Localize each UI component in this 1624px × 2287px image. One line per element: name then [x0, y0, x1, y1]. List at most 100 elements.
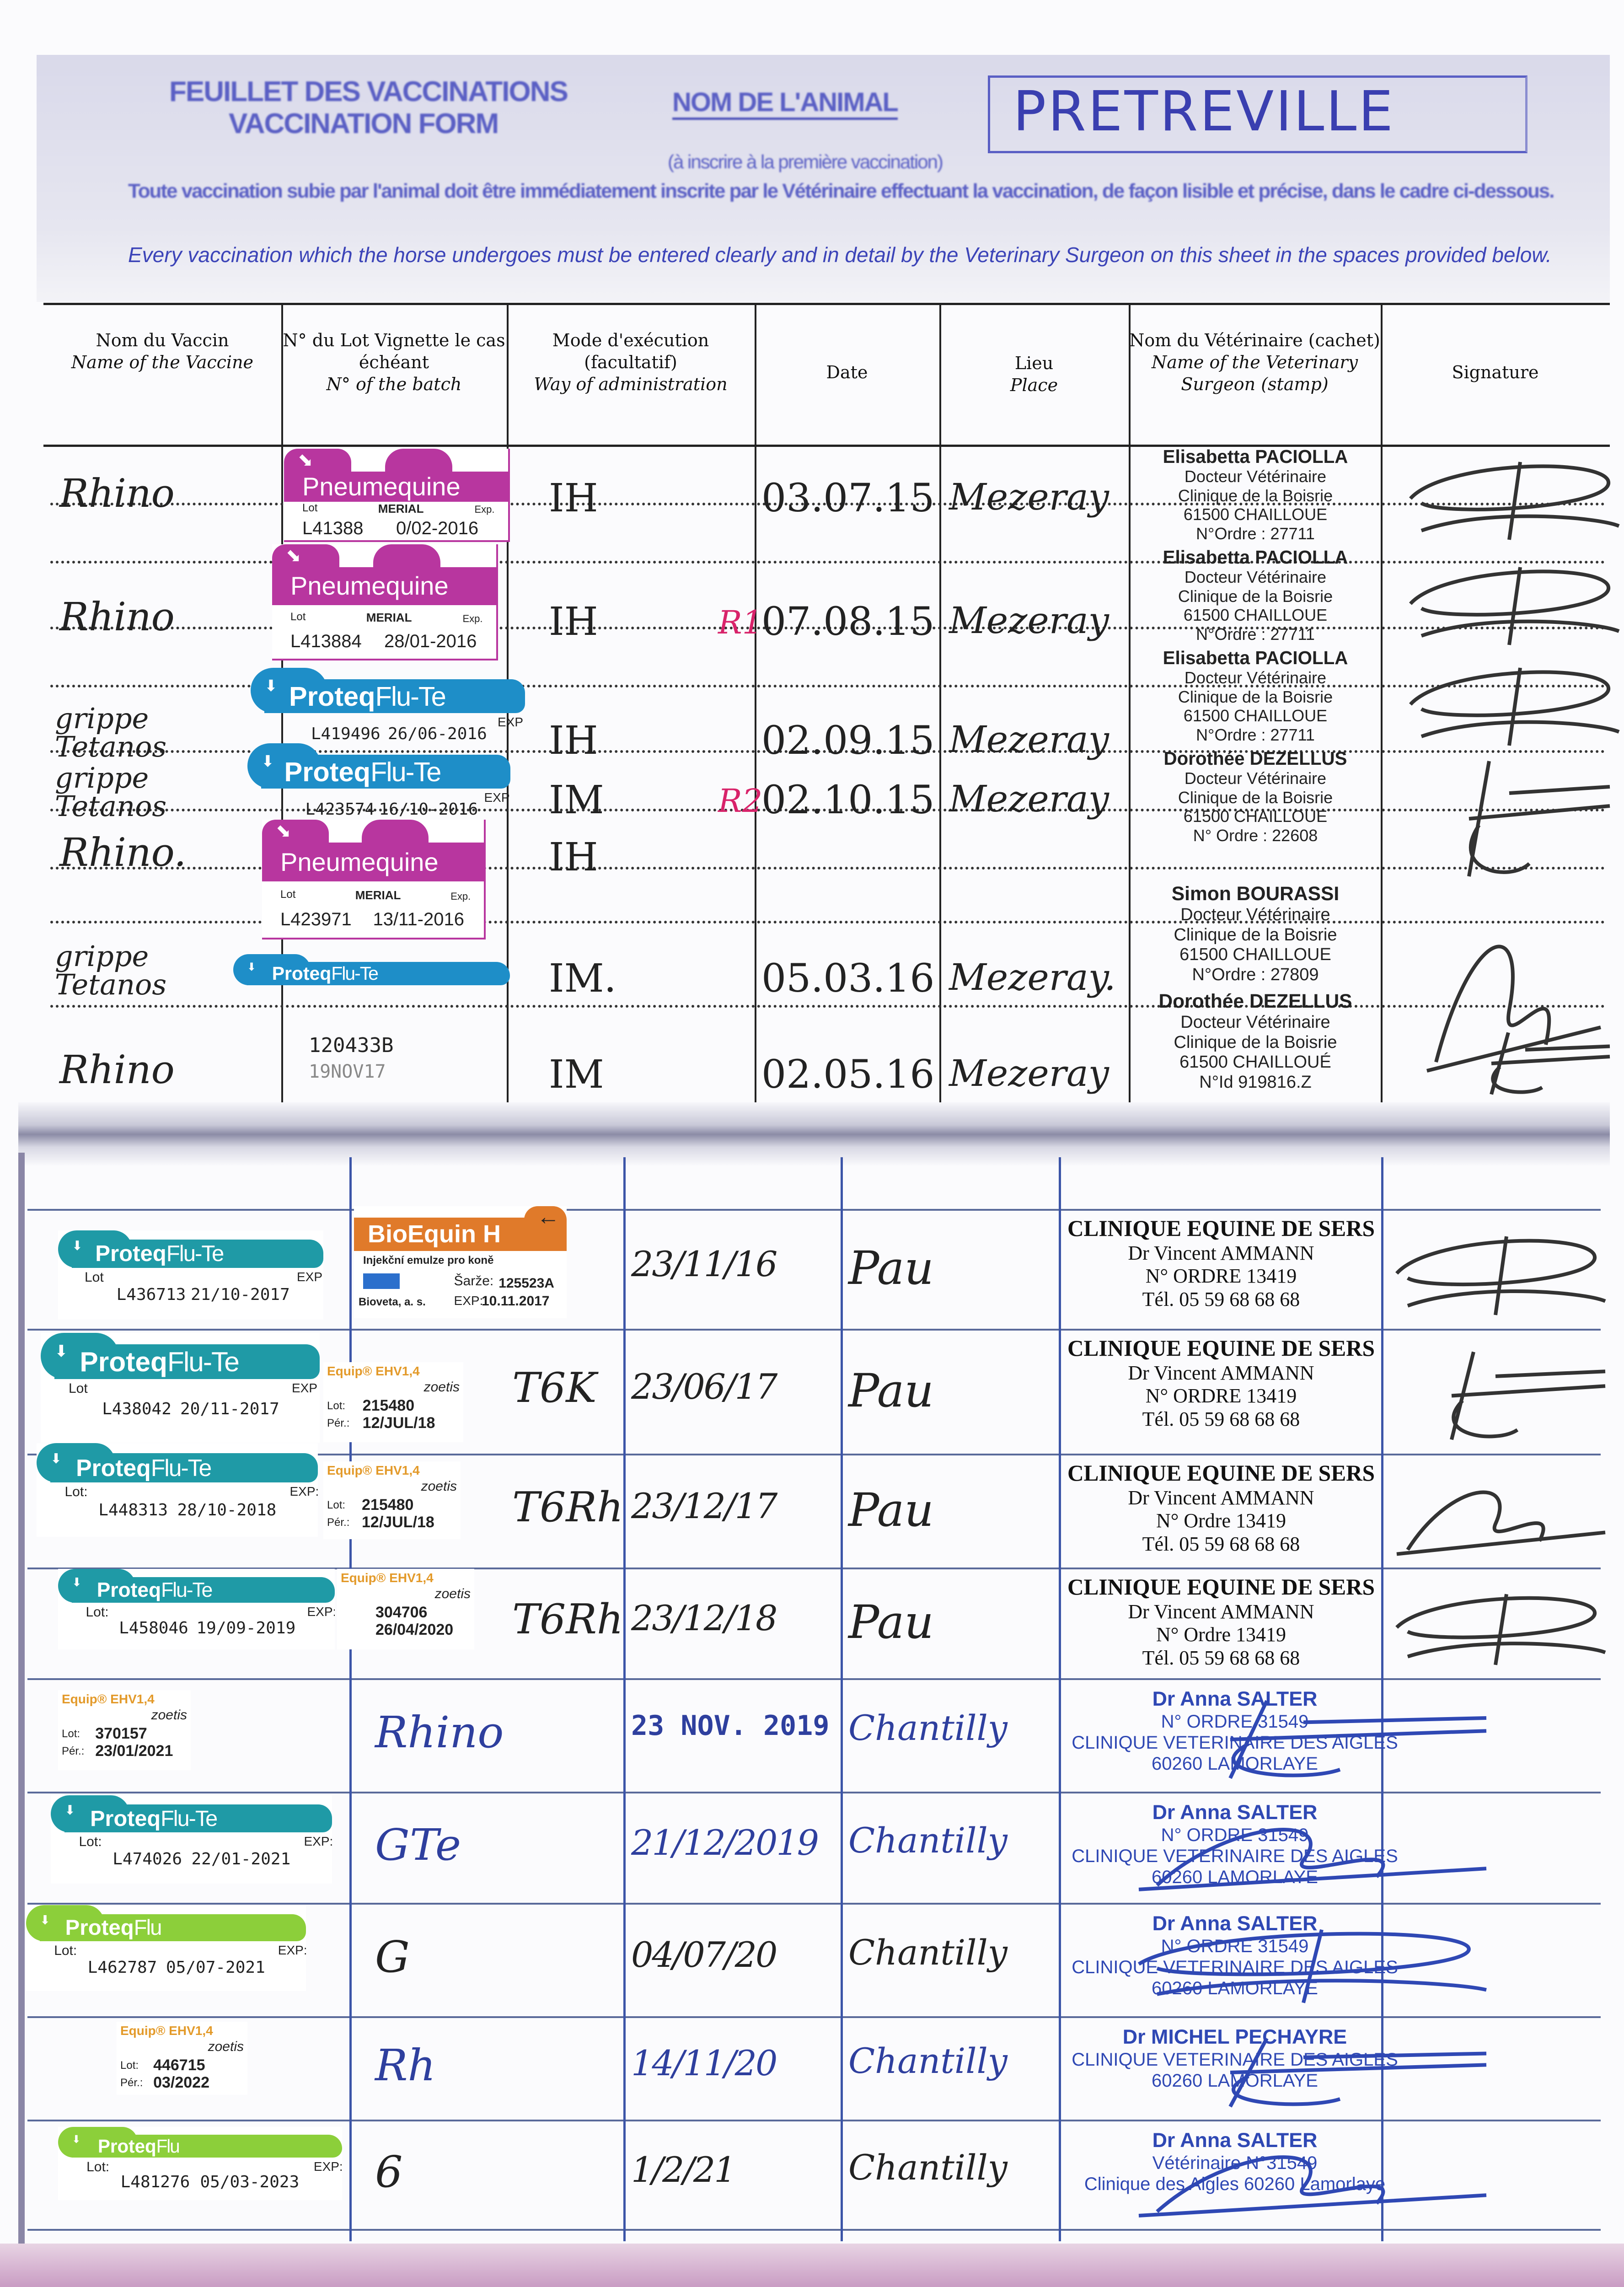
exp-label: Exp. — [474, 504, 495, 515]
stamp-name: CLINIQUE EQUINE DE SERS — [1067, 1460, 1375, 1486]
lot-number: L413884 — [290, 631, 362, 651]
arrow-icon: ⬇ — [261, 752, 275, 770]
column-header-en: N° of the batch — [326, 374, 462, 394]
expiry-date: 10.11.2017 — [482, 1294, 550, 1309]
stamp-line: Tél. 05 59 68 68 68 — [1142, 1407, 1300, 1430]
stamp-line: Docteur Vétérinaire — [1180, 1012, 1330, 1032]
arrow-icon: ⬇ — [54, 1342, 68, 1361]
expiry-date: 05/03-2023 — [200, 2173, 300, 2192]
lot-number: L448313 — [98, 1500, 168, 1519]
column-header-fr: Mode d'exécution (facultatif) — [552, 330, 709, 372]
stamp-line: Docteur Vétérinaire — [1180, 905, 1330, 924]
product-variant: Flu — [134, 1916, 162, 1940]
sticker-band: BioEquin H — [354, 1217, 549, 1251]
sticker-band — [261, 754, 510, 789]
exp-label: Pér.: — [327, 1417, 350, 1429]
lot-label: Lot: — [79, 1834, 102, 1850]
pneumequine-sticker: ⬊ Pneumequine Lot MERIAL Exp. L41388 0/02-2016 — [284, 449, 510, 542]
red-annotation: R2 — [718, 782, 763, 820]
lot-number: 215480 — [362, 1397, 415, 1414]
vaccination-place: Pau — [848, 1483, 934, 1537]
product-variant: Flu-Te — [370, 756, 441, 787]
stamp-line: Docteur Vétérinaire — [1184, 568, 1327, 587]
column-header-fr: Nom du Vétérinaire (cachet) — [1129, 330, 1380, 350]
stamp-line: 61500 CHAILLOUE — [1183, 706, 1328, 725]
column-header-fr: N° du Lot Vignette le cas échéant — [283, 330, 505, 372]
stamp-name: Dr Anna SALTER — [1152, 1687, 1318, 1710]
vaccination-date: 03.07.15 — [761, 476, 935, 521]
administration-mode: 6 — [375, 2147, 403, 2197]
equip-sticker: Equip® EHV1,4 zoetis Lot: 215480 Pér.: 12/JUL… — [323, 1362, 463, 1442]
product-brand: Proteq — [76, 1455, 151, 1482]
row-rule — [27, 2120, 1601, 2121]
exp-label: EXP: — [307, 1604, 335, 1619]
vaccine-name: grippe Tetanos — [55, 702, 167, 763]
maker-label: Bioveta, a. s. — [359, 1296, 426, 1308]
stamp-line: 61500 CHAILLOUE — [1183, 505, 1328, 524]
stamp-line: N°Ordre : 27809 — [1192, 965, 1319, 984]
vaccination-date: 02.09.15 — [761, 718, 935, 763]
signature-scribble — [1490, 1032, 1610, 1095]
administration-mode: IM. — [549, 956, 616, 1001]
sticker-band: Pneumequine — [262, 843, 484, 882]
product-name: Equip® EHV1,4 — [327, 1463, 420, 1477]
expiry-date: 16/10-2016 — [379, 800, 478, 816]
bioequin-sticker: BioEquin H ← Injekční emulze pro koně Šarže… — [354, 1206, 567, 1318]
lot-number: 125523A — [498, 1275, 554, 1291]
administration-mode: Rhino — [375, 1707, 504, 1758]
row-rule — [27, 1329, 1601, 1331]
product-brand: Proteq — [272, 963, 332, 984]
stamp-line: Clinique de la Boisrie — [1174, 1032, 1337, 1052]
proteq-sticker: ⬇ ProteqFlu-Te — [233, 954, 510, 1004]
lot-number: L462787 — [87, 1958, 157, 1977]
signature-stroke — [1396, 1490, 1606, 1556]
product-variant: Flu-Te — [150, 1455, 212, 1482]
vaccination-date: 23/12/18 — [631, 1598, 777, 1638]
administration-mode: T6K — [512, 1364, 597, 1412]
batch-date: 19NOV17 — [309, 1061, 386, 1082]
lot-number: 304706 — [375, 1604, 428, 1621]
expiry-date: 19/09-2019 — [196, 1619, 296, 1638]
lot-number: L436713 — [116, 1285, 186, 1305]
signature-scribble — [1409, 667, 1620, 746]
veterinarian-stamp: Dr Anna SALTER N° ORDRE 31549 CLINIQUE VET… — [1006, 1687, 1463, 1774]
maker-label: MERIAL — [378, 502, 424, 515]
stamp-line: N° ORDRE 13419 — [1145, 1385, 1297, 1407]
column-header-fr: Lieu — [1014, 353, 1054, 373]
lot-label: Lot — [290, 611, 306, 623]
page-fold — [18, 1102, 1610, 1166]
product-name: ProteqFlu-Te — [90, 1806, 218, 1832]
signature-scribble — [1228, 2037, 1487, 2108]
table-top-border — [43, 303, 1610, 305]
arrow-icon: ⬇ — [50, 1451, 62, 1467]
product-name: ProteqFlu-Te — [97, 1578, 213, 1602]
exp-label: EXP — [498, 715, 524, 730]
product-name: ProteqFlu-Te — [80, 1346, 240, 1378]
column-header-3: Mode d'exécution (facultatif) Way of admi… — [507, 329, 755, 395]
stamp-name: Elisabetta PACIOLLA — [1163, 547, 1348, 568]
sticker-band — [72, 1240, 323, 1268]
sticker-band — [264, 679, 525, 714]
vaccination-date: 23 NOV. 2019 — [631, 1710, 830, 1742]
stamp-line: Dr Vincent AMMANN — [1128, 1486, 1314, 1509]
product-variant: Flu-Te — [167, 1346, 240, 1378]
lot-label: Lot — [85, 1269, 104, 1285]
vaccine-name: Rhino — [59, 1047, 175, 1093]
stamp-line: Dr Vincent AMMANN — [1128, 1241, 1314, 1264]
vaccination-date: 23/11/16 — [631, 1244, 777, 1284]
form-title-fr: FEUILLET DES VACCINATIONS — [169, 76, 568, 107]
product-subtitle: Injekční emulze pro koně — [363, 1254, 494, 1267]
arrow-icon: ⬇ — [72, 1239, 83, 1254]
product-variant: Flu-Te — [161, 1578, 213, 1601]
signature-stroke — [1138, 2155, 1487, 2218]
lot-label: Lot: — [86, 2159, 110, 2175]
signature-stroke — [1137, 1929, 1487, 2003]
veterinarian-stamp: Dr Anna SALTER N° ORDRE 31549 CLINIQUE VET… — [1006, 1801, 1463, 1888]
stamp-name: Elisabetta PACIOLLA — [1163, 446, 1348, 467]
column-header-4: Date — [755, 361, 939, 383]
expiry-date: 12/JUL/18 — [362, 1414, 435, 1432]
stamp-line: 61500 CHAILLOUE — [1183, 807, 1328, 826]
instruction-en: Every vaccination which the horse underg… — [128, 243, 1552, 267]
administration-mode: IM — [549, 778, 604, 823]
equip-sticker: Equip® EHV1,4 zoetis Lot: 446715 Pér.: 03/202… — [117, 2022, 247, 2095]
